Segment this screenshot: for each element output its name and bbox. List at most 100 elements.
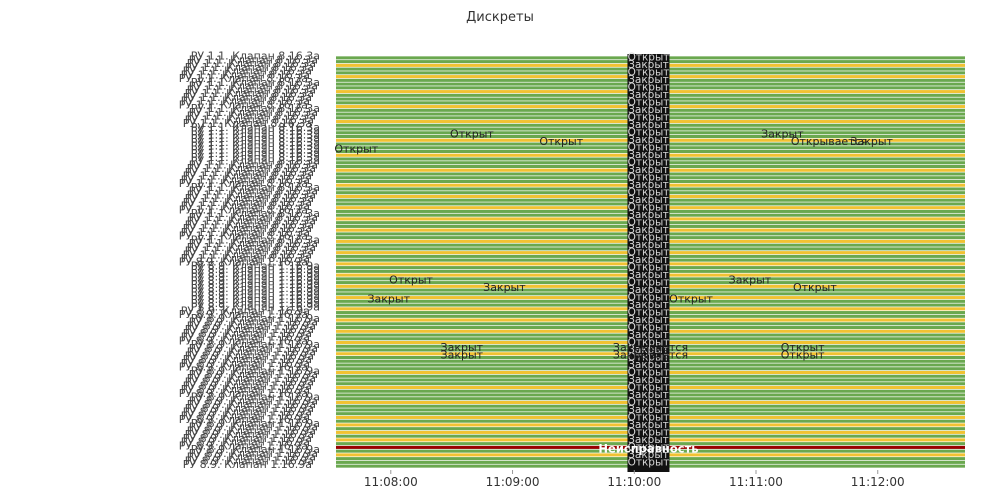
x-axis-ticks: 11:08:00 11:09:00 11:10:00 11:11:00 11:12:00 [364, 470, 905, 489]
row-label: РУ 8.9. Клапан 1.16.9а [191, 417, 320, 430]
event-label: Закрыт [628, 314, 669, 326]
row-label: РУ 1.1. Клапан 8.16.3а [189, 237, 318, 250]
row-label: РУ 1.1. Клапан 8.16.3а [183, 222, 312, 235]
row-label: РУ 8.9. Клапан 1.16.9а [183, 458, 312, 471]
x-tick-label: 11:09:00 [486, 475, 540, 489]
state-label: Неисправность [598, 441, 698, 455]
row-label: РУ 8.9. Клапан 1.16.9а [185, 323, 314, 336]
row-label: РУ 1.1. Клапан 8.16.3а [183, 65, 312, 78]
event-label: Открыт [628, 456, 670, 468]
row-label: РУ 8.9. Клапан 1.16.9а [191, 364, 320, 377]
row-label: РУ 8.9. Клапан 1.16.9а [189, 316, 318, 329]
row-label: РУ 1.1. Клапан 8.16.3а [185, 166, 314, 179]
event-label: Открыт [628, 157, 670, 169]
row-label: РУ 1.1. Клапан 8.16.3а [181, 252, 310, 265]
event-label: Открыт [628, 217, 670, 229]
row-label: РУ 1.1. Клапан 8.16.3а [183, 196, 312, 209]
row-label: РУ 8.9. Клапан 1.16.9а [185, 428, 314, 441]
event-label: Открыт [628, 351, 670, 363]
event-label: Закрыт [628, 374, 669, 386]
row-label: РУ 1.1. Клапан 8.16.3а [189, 106, 318, 119]
event-label: Закрыт [628, 389, 669, 401]
row-label: РУ 1.1. Клапан 8.16.3а [183, 248, 312, 261]
event-label: Закрыт [628, 284, 669, 296]
event-label: Закрыт [628, 179, 669, 191]
row-label: РУ 8.9. Клапан 1.16.9а [181, 304, 310, 317]
chart-title: Дискреты [466, 10, 534, 25]
event-label: Открыт [628, 82, 670, 94]
state-label: Закрыт [483, 281, 526, 294]
row-label: РУ 8.9. Клапан 1.16.9а [191, 338, 320, 351]
state-label: Закрыт [441, 341, 484, 354]
event-label: Закрыт [628, 239, 669, 251]
row-label: РУ 1.1. Клапан 8.16.3а [191, 143, 320, 156]
state-label: Закрыт [441, 349, 484, 362]
row-label: РУ 1.1. Клапан 8.16.3а [191, 147, 320, 160]
event-label: Закрыт [628, 404, 669, 416]
event-label: Открыт [628, 336, 670, 348]
row-label: РУ 8.9. Клапан 1.16.9а [181, 409, 310, 422]
event-label: Открыт [628, 97, 670, 109]
event-label: Открыт [628, 232, 670, 244]
event-label: Открыт [628, 187, 670, 199]
x-tick-label: 11:08:00 [364, 475, 418, 489]
row-label: РУ 8.9. Клапан 1.16.9а [191, 286, 320, 299]
row-label: РУ 8.9. Клапан 1.16.9а [181, 357, 310, 370]
event-label: Открыт [628, 247, 670, 259]
event-label: Закрыт [628, 419, 669, 431]
row-label: РУ 8.9. Клапан 1.16.9а [179, 256, 308, 269]
event-label: Открыт [628, 426, 670, 438]
event-label: Открыт [628, 381, 670, 393]
event-label: Закрыт [628, 254, 669, 266]
row-label: РУ 1.1. Клапан 8.16.3а [183, 170, 312, 183]
row-label: РУ 1.1. Клапан 8.16.3а [191, 136, 320, 149]
row-label: РУ 1.1. Клапан 8.16.3а [187, 188, 316, 201]
row-label: РУ 1.1. Клапан 8.16.3а [189, 158, 318, 171]
row-label: РУ 8.9. Клапан 1.16.9а [183, 379, 312, 392]
row-label: РУ 8.9. Клапан 1.16.9а [187, 372, 316, 385]
row-label: РУ 1.1. Клапан 8.16.3а [185, 192, 314, 205]
row-label: РУ 1.1. Клапан 8.16.3а [179, 98, 308, 111]
row-label: РУ 8.9. Клапан 1.16.9а [179, 308, 308, 321]
row-label: РУ 8.9. Клапан 1.16.9а [179, 439, 308, 452]
event-label: Открыт [628, 366, 670, 378]
event-label: Открыт [628, 52, 670, 64]
row-label: РУ 1.1. Клапан 8.16.3а [187, 83, 316, 96]
event-label: Закрыт [628, 194, 669, 206]
event-label: Открыт [628, 441, 670, 453]
row-label: РУ 1.1. Клапан 8.16.3а [181, 226, 310, 239]
row-label: РУ 1.1. Клапан 8.16.3а [191, 181, 320, 194]
row-label: РУ 8.9. Клапан 1.16.9а [181, 383, 310, 396]
x-tick-label: 11:10:00 [607, 475, 661, 489]
row-label: РУ 8.9. Клапан 1.16.9а [185, 376, 314, 389]
state-label: Закрыт [729, 274, 772, 287]
row-label: РУ 1.1. Клапан 8.16.3а [183, 91, 312, 104]
row-label: РУ 8.9. Клапан 1.16.9а [189, 394, 318, 407]
state-label: Открыт [781, 349, 825, 362]
event-label: Закрыт [628, 119, 669, 131]
row-label: РУ 1.1. Клапан 8.16.3а [179, 230, 308, 243]
event-label: Открыт [628, 321, 670, 333]
row-label: РУ 8.9. Клапан 1.16.9а [191, 267, 320, 280]
event-label: Закрыт [628, 209, 669, 221]
row-label: РУ 8.9. Клапан 1.16.9а [185, 402, 314, 415]
event-label: Закрыт [628, 299, 669, 311]
state-label: Открыт [389, 274, 433, 287]
row-label: РУ 8.9. Клапан 1.16.9а [191, 293, 320, 306]
row-label: РУ 8.9. Клапан 1.16.9а [187, 319, 316, 332]
row-label: РУ 8.9. Клапан 1.16.9а [183, 327, 312, 340]
row-label: РУ 1.1. Клапан 8.16.3а [185, 61, 314, 74]
state-label: Открыт [793, 281, 837, 294]
x-tick-label: 11:11:00 [729, 475, 783, 489]
event-label: Закрыт [628, 164, 669, 176]
state-label: Закрыт [850, 135, 893, 148]
row-label: РУ 8.9. Клапан 1.16.9а [181, 331, 310, 344]
state-label: Закрывается [613, 349, 688, 362]
row-label: РУ 8.9. Клапан 1.16.9а [189, 342, 318, 355]
row-label: РУ 1.1. Клапан 8.16.3а [191, 132, 320, 145]
row-label: РУ 1.1. Клапан 8.16.3а [191, 76, 320, 89]
row-label: РУ 8.9. Клапан 1.16.9а [189, 368, 318, 381]
state-label: Закрыт [761, 128, 804, 141]
row-label: РУ 8.9. Клапан 1.16.9а [187, 398, 316, 411]
